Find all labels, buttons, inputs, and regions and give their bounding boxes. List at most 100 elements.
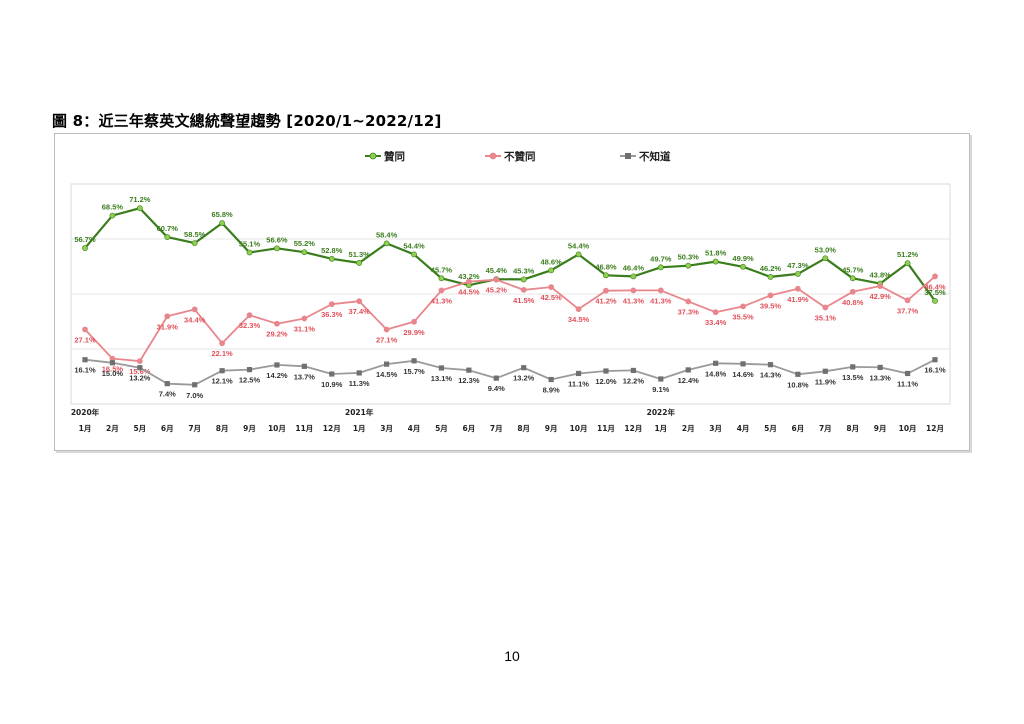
x-tick-label: 9月 bbox=[243, 424, 256, 433]
data-label: 46.4% bbox=[924, 282, 946, 291]
data-label: 14.3% bbox=[760, 371, 782, 380]
data-point bbox=[904, 297, 911, 304]
data-label: 35.1% bbox=[815, 313, 837, 322]
data-point bbox=[658, 376, 664, 382]
legend-marker bbox=[489, 152, 497, 160]
data-point bbox=[767, 274, 774, 280]
data-point bbox=[328, 255, 335, 262]
data-label: 47.3% bbox=[787, 261, 809, 270]
x-tick-label: 9月 bbox=[545, 424, 558, 433]
data-label: 16.5% bbox=[102, 365, 124, 374]
data-point bbox=[301, 363, 307, 369]
x-tick-label: 8月 bbox=[846, 424, 859, 433]
x-tick-label: 1月 bbox=[79, 424, 92, 433]
data-label: 54.4% bbox=[403, 241, 425, 250]
data-label: 11.1% bbox=[897, 379, 918, 388]
data-point bbox=[438, 287, 445, 294]
x-tick-label: 4月 bbox=[737, 424, 750, 433]
data-label: 10.8% bbox=[787, 380, 809, 389]
data-label: 13.5% bbox=[842, 373, 864, 382]
data-label: 45.2% bbox=[486, 286, 508, 295]
data-point bbox=[411, 251, 417, 258]
data-label: 51.2% bbox=[897, 250, 919, 259]
series-line bbox=[84, 275, 936, 363]
data-point bbox=[740, 361, 746, 367]
data-point bbox=[685, 367, 691, 373]
data-point bbox=[301, 315, 308, 322]
data-point bbox=[246, 249, 253, 256]
data-point bbox=[109, 360, 116, 366]
data-label: 42.9% bbox=[870, 292, 892, 301]
data-point bbox=[274, 245, 280, 252]
data-label: 12.3% bbox=[458, 376, 480, 385]
data-point bbox=[657, 264, 664, 271]
data-label: 12.1% bbox=[211, 377, 233, 386]
data-label: 15.0% bbox=[102, 369, 124, 378]
x-tick-label: 3月 bbox=[709, 424, 722, 433]
data-point bbox=[438, 275, 445, 282]
x-tick-label: 7月 bbox=[490, 424, 503, 433]
data-point bbox=[164, 234, 171, 240]
data-label: 7.0% bbox=[186, 391, 203, 400]
data-label: 34.5% bbox=[568, 315, 590, 324]
data-label: 7.4% bbox=[159, 390, 176, 399]
data-label: 37.7% bbox=[897, 306, 919, 315]
data-point bbox=[191, 306, 198, 313]
data-label: 31.9% bbox=[157, 322, 179, 331]
data-label: 60.7% bbox=[157, 224, 179, 233]
data-label: 45.7% bbox=[842, 265, 864, 274]
data-label: 9.4% bbox=[488, 384, 505, 393]
data-point bbox=[795, 271, 801, 277]
data-label: 49.7% bbox=[650, 254, 672, 263]
data-point bbox=[219, 220, 225, 226]
data-label: 14.8% bbox=[705, 369, 727, 378]
data-label: 14.2% bbox=[266, 371, 288, 380]
data-point bbox=[520, 286, 527, 293]
page-number: 10 bbox=[504, 648, 520, 664]
data-point bbox=[575, 251, 582, 258]
data-point bbox=[383, 240, 390, 247]
data-point bbox=[356, 260, 363, 266]
data-label: 49.9% bbox=[732, 254, 754, 263]
data-point bbox=[136, 205, 143, 212]
data-label: 48.6% bbox=[540, 257, 562, 266]
data-point bbox=[136, 358, 143, 364]
x-tick-label: 12月 bbox=[624, 424, 642, 433]
data-point bbox=[740, 303, 746, 310]
x-tick-label: 1月 bbox=[353, 424, 366, 433]
data-point bbox=[356, 370, 362, 376]
data-point bbox=[575, 306, 582, 313]
data-point bbox=[493, 276, 500, 283]
data-label: 14.5% bbox=[376, 370, 398, 379]
data-label: 50.3% bbox=[678, 253, 700, 262]
data-label: 35.5% bbox=[732, 312, 754, 321]
data-label: 46.8% bbox=[595, 262, 617, 271]
data-label: 43.8% bbox=[870, 271, 892, 280]
data-point bbox=[575, 370, 582, 377]
x-tick-label: 6月 bbox=[792, 424, 805, 433]
data-label: 68.5% bbox=[102, 203, 124, 212]
data-label: 37.4% bbox=[349, 307, 371, 316]
data-label: 37.3% bbox=[678, 307, 700, 316]
data-point bbox=[192, 382, 198, 388]
data-point bbox=[246, 367, 253, 373]
data-point bbox=[548, 267, 555, 274]
data-label: 40.8% bbox=[842, 298, 864, 307]
data-point bbox=[301, 249, 308, 256]
x-tick-label: 10月 bbox=[268, 424, 286, 433]
data-label: 15.7% bbox=[403, 367, 425, 376]
data-label: 41.2% bbox=[595, 297, 617, 306]
data-label: 16.1% bbox=[74, 366, 96, 375]
data-label: 52.8% bbox=[321, 246, 343, 255]
data-point bbox=[603, 368, 609, 374]
x-tick-label: 1月 bbox=[654, 424, 667, 433]
data-point bbox=[795, 371, 801, 377]
data-point bbox=[384, 361, 390, 367]
data-label: 13.7% bbox=[294, 372, 316, 381]
data-label: 46.4% bbox=[623, 263, 645, 272]
data-label: 12.2% bbox=[623, 376, 645, 385]
data-label: 58.4% bbox=[376, 230, 398, 239]
x-tick-label: 6月 bbox=[161, 424, 174, 433]
data-label: 45.3% bbox=[513, 266, 535, 275]
data-point bbox=[767, 292, 774, 299]
